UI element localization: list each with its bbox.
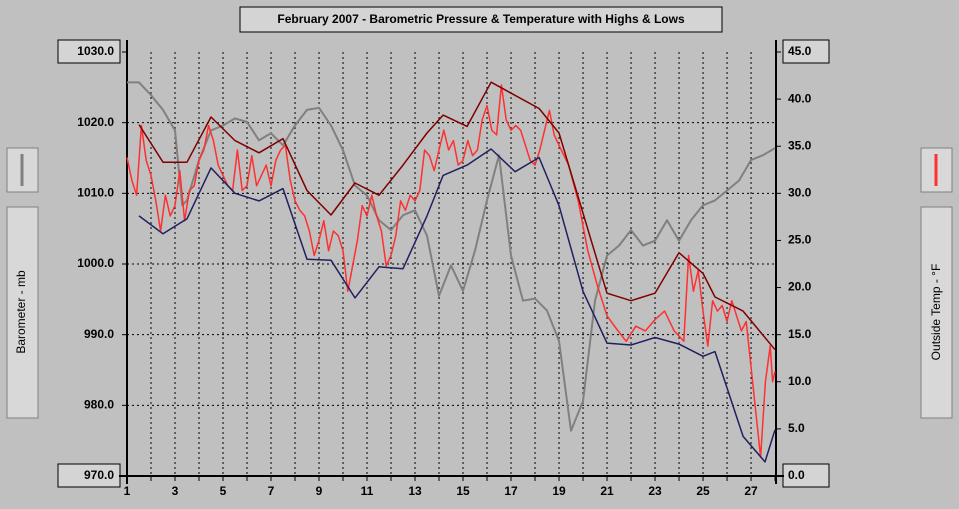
y2-tick-label: 35.0 <box>788 138 812 152</box>
x-tick-label: 23 <box>648 484 662 498</box>
y-tick-label: 1000.0 <box>77 256 114 270</box>
chart-title: February 2007 - Barometric Pressure & Te… <box>277 12 685 26</box>
y-tick-label: 990.0 <box>84 327 114 341</box>
series-line <box>138 81 776 351</box>
x-tick-label: 11 <box>361 484 374 498</box>
y-tick-label: 970.0 <box>84 468 114 482</box>
y2-tick-label: 25.0 <box>788 233 812 247</box>
y2-tick-label: 15.0 <box>788 327 812 341</box>
x-tick-label: 13 <box>408 484 422 498</box>
y2-tick-label: 40.0 <box>788 91 812 105</box>
series-line <box>126 84 776 458</box>
title-box <box>239 6 723 33</box>
x-tick-label: 17 <box>504 484 518 498</box>
x-tick-label: 15 <box>456 484 470 498</box>
x-tick-label: 7 <box>268 484 275 498</box>
tick-label-box <box>782 39 830 64</box>
x-tick-label: 5 <box>220 484 227 498</box>
x-tick-label: 3 <box>172 484 179 498</box>
series-line <box>138 148 776 463</box>
y2-tick-label: 5.0 <box>788 421 805 435</box>
x-tick-label: 9 <box>316 484 323 498</box>
x-tick-label: 25 <box>696 484 710 498</box>
x-tick-label: 1 <box>124 484 131 498</box>
legend-box <box>6 206 39 419</box>
legend-label: Outside Temp - °F <box>929 264 943 361</box>
y2-tick-label: 0.0 <box>788 468 805 482</box>
x-tick-label: 19 <box>552 484 566 498</box>
y-tick-label: 1030.0 <box>77 44 114 58</box>
legend-box <box>920 206 953 419</box>
series-line <box>127 81 776 432</box>
y2-tick-label: 30.0 <box>788 186 812 200</box>
y-tick-label: 1010.0 <box>77 186 114 200</box>
y2-tick-label: 10.0 <box>788 374 812 388</box>
y-tick-label: 1020.0 <box>77 115 114 129</box>
y-tick-label: 980.0 <box>84 398 114 412</box>
x-tick-label: 27 <box>744 484 758 498</box>
x-tick-label: 21 <box>600 484 614 498</box>
y2-tick-label: 20.0 <box>788 280 812 294</box>
y2-tick-label: 45.0 <box>788 44 812 58</box>
tick-label-box <box>57 39 121 64</box>
legend-label: Barometer - mb <box>14 270 28 354</box>
